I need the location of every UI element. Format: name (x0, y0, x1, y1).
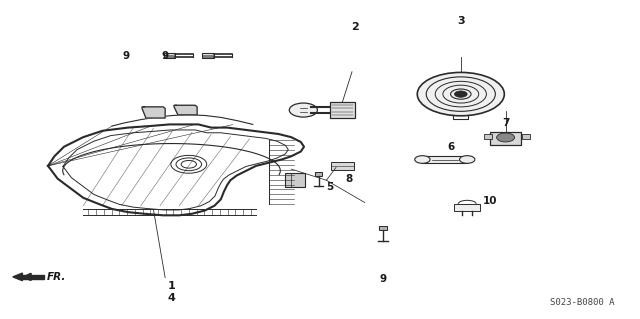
Polygon shape (174, 105, 197, 115)
Text: 3: 3 (457, 16, 465, 26)
Circle shape (417, 72, 504, 116)
Bar (164, 53, 175, 58)
Text: 4: 4 (168, 293, 175, 303)
Text: 10: 10 (483, 196, 497, 206)
Text: 2: 2 (351, 22, 359, 32)
Bar (484, 134, 492, 139)
Circle shape (289, 103, 317, 117)
Text: FR.: FR. (47, 272, 66, 282)
Circle shape (460, 156, 475, 163)
Bar (522, 134, 530, 139)
Bar (285, 173, 305, 188)
Circle shape (415, 156, 430, 163)
Text: S023-B0800 A: S023-B0800 A (550, 298, 614, 307)
Polygon shape (22, 275, 44, 279)
Text: 8: 8 (345, 174, 353, 184)
Text: 7: 7 (502, 118, 509, 128)
Bar (315, 172, 323, 176)
Text: 6: 6 (447, 142, 455, 152)
Text: 9: 9 (379, 274, 387, 284)
Polygon shape (13, 273, 22, 281)
Bar (379, 226, 387, 230)
Text: 9: 9 (161, 51, 168, 61)
Bar (422, 156, 467, 163)
Bar (331, 162, 354, 170)
Polygon shape (142, 107, 165, 118)
Bar (490, 132, 521, 145)
Circle shape (454, 91, 467, 97)
Text: 5: 5 (326, 182, 333, 192)
Text: 9: 9 (123, 51, 130, 61)
Text: 1: 1 (168, 280, 175, 291)
Bar (454, 204, 480, 211)
Bar (330, 102, 355, 118)
Bar (202, 53, 214, 58)
Circle shape (497, 133, 515, 142)
